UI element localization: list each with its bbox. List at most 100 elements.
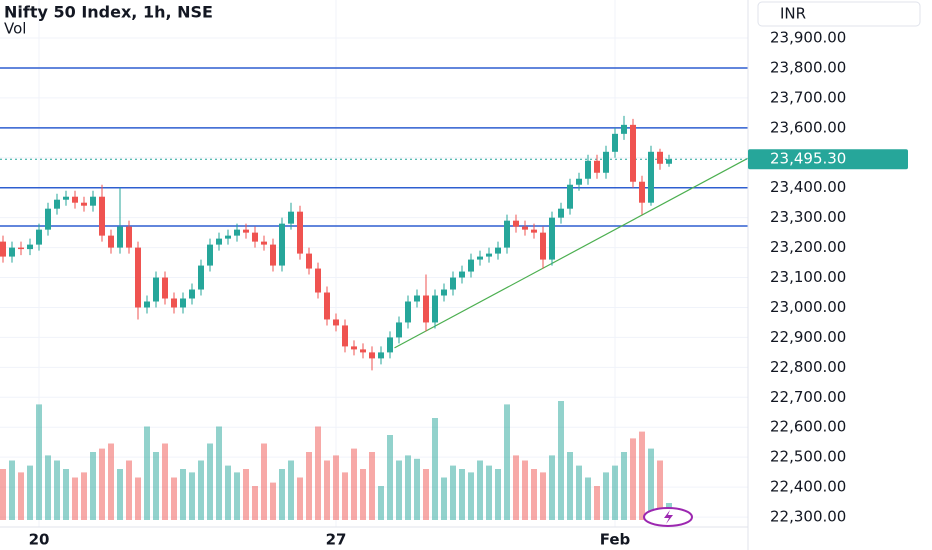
volume-bar xyxy=(270,482,276,520)
currency-box[interactable] xyxy=(757,1,921,27)
volume-bar xyxy=(531,469,537,520)
candle-body xyxy=(549,217,555,260)
volume-bar xyxy=(126,460,132,520)
y-tick-label: 22,600.00 xyxy=(770,418,846,436)
y-tick-label: 23,700.00 xyxy=(770,88,846,106)
candle-body xyxy=(324,292,330,320)
volume-bar xyxy=(333,455,339,520)
candle-body xyxy=(162,277,168,299)
candle-body xyxy=(369,352,375,359)
candle-body xyxy=(270,244,276,266)
y-tick-label: 22,300.00 xyxy=(770,508,846,526)
last-price-label: 23,495.30 xyxy=(770,150,846,168)
volume-bar xyxy=(234,472,240,520)
candle-body xyxy=(306,253,312,269)
candle-body xyxy=(468,259,474,272)
y-tick-label: 23,100.00 xyxy=(770,268,846,286)
volume-bar xyxy=(27,465,33,520)
candle-body xyxy=(216,238,222,245)
candle-body xyxy=(423,295,429,323)
volume-bar xyxy=(99,448,105,520)
volume-bar xyxy=(621,452,627,520)
candle-body xyxy=(459,271,465,278)
y-tick-label: 23,400.00 xyxy=(770,178,846,196)
candle-body xyxy=(378,352,384,359)
flash-icon xyxy=(664,510,673,524)
volume-bar xyxy=(594,486,600,520)
y-tick-label: 22,900.00 xyxy=(770,328,846,346)
volume-bar xyxy=(432,418,438,520)
candle-body xyxy=(198,265,204,290)
candle-body xyxy=(612,133,618,152)
candle-body xyxy=(630,124,636,182)
x-tick-label: 27 xyxy=(326,531,347,549)
candle-body xyxy=(279,223,285,266)
volume-bar xyxy=(261,443,267,520)
volume-bar xyxy=(657,460,663,520)
y-tick-label: 23,900.00 xyxy=(770,29,846,47)
candle-body xyxy=(252,232,258,242)
candle-body xyxy=(81,202,87,206)
chart-title: Nifty 50 Index, 1h, NSE xyxy=(4,3,213,22)
candle-body xyxy=(585,160,591,179)
candle-body xyxy=(540,232,546,260)
candle-body xyxy=(288,211,294,224)
candle-body xyxy=(18,247,24,250)
candle-body xyxy=(126,226,132,248)
candle-body xyxy=(207,244,213,266)
volume-bar xyxy=(576,465,582,520)
volume-bar xyxy=(540,472,546,520)
volume-bar xyxy=(207,443,213,520)
volume-bar xyxy=(225,465,231,520)
candle-body xyxy=(405,301,411,323)
candle-body xyxy=(594,160,600,173)
candle-body xyxy=(351,346,357,350)
volume-bar xyxy=(396,460,402,520)
volume-bar xyxy=(630,438,636,520)
candle-body xyxy=(171,298,177,308)
volume-bar xyxy=(81,472,87,520)
candle-body xyxy=(567,184,573,209)
volume-bar xyxy=(468,472,474,520)
volume-bar xyxy=(72,477,78,520)
candle-body xyxy=(108,235,114,248)
volume-bar xyxy=(414,458,420,520)
y-tick-label: 22,700.00 xyxy=(770,388,846,406)
y-tick-label: 23,300.00 xyxy=(770,208,846,226)
y-tick-label: 22,800.00 xyxy=(770,358,846,376)
volume-bar xyxy=(162,443,168,520)
candle-body xyxy=(63,196,69,200)
volume-bar xyxy=(171,477,177,520)
volume-bar xyxy=(153,452,159,520)
y-tick-label: 23,800.00 xyxy=(770,58,846,76)
volume-bar xyxy=(612,465,618,520)
candle-body xyxy=(243,229,249,233)
volume-bar xyxy=(279,469,285,520)
trendline xyxy=(394,157,749,349)
volume-bar xyxy=(18,472,24,520)
candle-body xyxy=(666,159,672,164)
volume-bar xyxy=(315,426,321,520)
volume-bar xyxy=(639,431,645,520)
candle-body xyxy=(234,229,240,236)
volume-bar xyxy=(567,452,573,520)
volume-bar xyxy=(306,452,312,520)
candle-body xyxy=(261,241,267,245)
volume-bar xyxy=(252,486,258,520)
candle-body xyxy=(432,295,438,323)
candle-body xyxy=(99,196,105,236)
candle-body xyxy=(657,151,663,164)
x-tick-label: Feb xyxy=(600,531,631,549)
volume-bar xyxy=(369,452,375,520)
candle-body xyxy=(297,211,303,254)
candle-body xyxy=(189,289,195,299)
volume-bar xyxy=(54,460,60,520)
candle-body xyxy=(486,253,492,257)
volume-bar xyxy=(216,426,222,520)
volume-bar xyxy=(117,469,123,520)
candle-body xyxy=(513,220,519,227)
volume-bar xyxy=(378,486,384,520)
volume-bar xyxy=(585,477,591,520)
volume-bar xyxy=(522,460,528,520)
candle-body xyxy=(522,226,528,230)
